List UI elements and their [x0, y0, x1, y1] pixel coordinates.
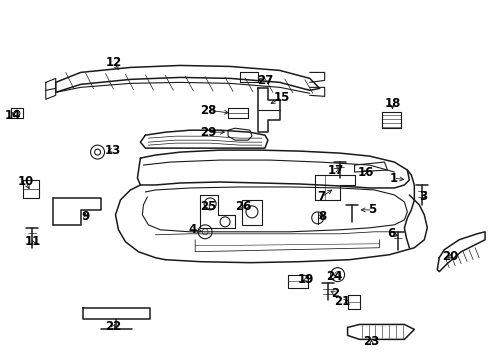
Text: 18: 18: [384, 97, 400, 110]
Text: 22: 22: [105, 320, 122, 333]
Text: 13: 13: [104, 144, 121, 157]
Text: 29: 29: [200, 126, 216, 139]
Text: 15: 15: [273, 91, 289, 104]
Text: 23: 23: [363, 335, 379, 348]
Text: 19: 19: [297, 273, 313, 286]
Text: 25: 25: [200, 201, 216, 213]
Text: 26: 26: [234, 201, 251, 213]
Text: 8: 8: [318, 210, 326, 223]
Text: 14: 14: [5, 109, 21, 122]
Text: 10: 10: [18, 175, 34, 189]
Text: 27: 27: [256, 74, 272, 87]
Text: 11: 11: [25, 235, 41, 248]
Text: 28: 28: [200, 104, 216, 117]
Text: 24: 24: [326, 270, 342, 283]
Text: 12: 12: [105, 56, 122, 69]
Text: 5: 5: [367, 203, 376, 216]
Text: 4: 4: [188, 223, 196, 236]
Text: 17: 17: [327, 163, 343, 176]
Text: 16: 16: [357, 166, 373, 179]
Text: 20: 20: [441, 250, 457, 263]
Text: 1: 1: [388, 171, 397, 185]
Text: 2: 2: [331, 287, 339, 300]
Text: 21: 21: [334, 295, 350, 308]
Text: 6: 6: [386, 227, 395, 240]
Text: 7: 7: [317, 190, 325, 203]
Text: 9: 9: [81, 210, 90, 223]
Text: 3: 3: [418, 190, 427, 203]
